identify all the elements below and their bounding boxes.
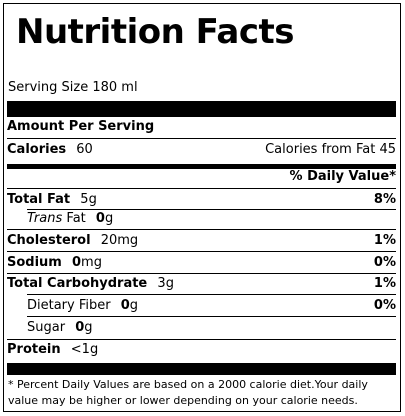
serving-size: Serving Size 180 ml — [8, 80, 138, 95]
rule — [7, 229, 396, 230]
total-carbohydrate-label: Total Carbohydrate — [7, 276, 148, 291]
total-fat-dv: 8% — [373, 192, 396, 207]
sodium-unit: mg — [81, 255, 102, 270]
nutrition-label — [3, 3, 401, 412]
rule — [7, 339, 396, 340]
daily-value-header: % Daily Value* — [289, 169, 396, 184]
total-carbohydrate-unit: g — [165, 276, 174, 291]
calories-row: Calories 60 Calories from Fat 45 — [7, 140, 396, 160]
rule — [7, 188, 396, 189]
trans-fat-amount: 0 — [95, 211, 105, 226]
total-carbohydrate-amount: 3 — [157, 276, 166, 291]
daily-value-header-row: % Daily Value* — [7, 167, 396, 187]
protein-unit: g — [89, 342, 99, 357]
trans-fat-label-rest: Fat — [66, 211, 86, 226]
protein-label: Protein — [7, 342, 61, 357]
rule — [7, 138, 396, 139]
dietary-fiber-unit: g — [129, 298, 139, 313]
rule — [27, 209, 396, 210]
rule — [7, 273, 396, 274]
medium-divider — [7, 164, 396, 169]
rule — [27, 316, 396, 317]
cholesterol-unit: mg — [117, 233, 139, 248]
thick-divider-bottom — [7, 363, 396, 375]
dietary-fiber-amount: 0 — [120, 298, 130, 313]
trans-fat-row: Trans Fat 0g — [27, 209, 396, 229]
total-carbohydrate-row: Total Carbohydrate 3g 1% — [7, 274, 396, 294]
sugar-unit: g — [84, 320, 93, 335]
dietary-fiber-row: Dietary Fiber 0g 0% — [27, 296, 396, 316]
trans-fat-unit: g — [104, 211, 114, 226]
cholesterol-label: Cholesterol — [7, 233, 91, 248]
dietary-fiber-dv: 0% — [373, 298, 396, 313]
cholesterol-row: Cholesterol 20mg 1% — [7, 231, 396, 251]
footnote: * Percent Daily Values are based on a 20… — [8, 378, 368, 407]
protein-row: Protein <1g — [7, 340, 396, 360]
amount-per-serving: Amount Per Serving — [7, 119, 155, 134]
cholesterol-dv: 1% — [373, 233, 396, 248]
sodium-amount: 0 — [72, 255, 82, 270]
cholesterol-amount: 20 — [100, 233, 118, 248]
protein-amount: <1 — [70, 342, 90, 357]
sugar-amount: 0 — [75, 320, 85, 335]
dietary-fiber-label: Dietary Fiber — [27, 298, 111, 313]
sodium-row: Sodium 0mg 0% — [7, 253, 396, 273]
thick-divider-top — [7, 101, 396, 117]
sodium-dv: 0% — [373, 255, 396, 270]
total-fat-unit: g — [88, 192, 97, 207]
sugar-row: Sugar 0g — [27, 318, 396, 338]
label-title: Nutrition Facts — [16, 12, 294, 52]
calories-label: Calories — [7, 142, 67, 157]
sugar-label: Sugar — [27, 320, 66, 335]
total-fat-amount: 5 — [80, 192, 89, 207]
calories-value: 60 — [76, 142, 93, 157]
total-fat-row: Total Fat 5g 8% — [7, 190, 396, 210]
amount-per-serving-row: Amount Per Serving — [7, 117, 396, 137]
calories-from-fat: Calories from Fat 45 — [265, 142, 396, 157]
sodium-label: Sodium — [7, 255, 62, 270]
total-carbohydrate-dv: 1% — [373, 276, 396, 291]
trans-fat-label: Trans — [27, 211, 63, 226]
rule — [7, 251, 396, 252]
total-fat-label: Total Fat — [7, 192, 71, 207]
rule — [27, 294, 396, 295]
